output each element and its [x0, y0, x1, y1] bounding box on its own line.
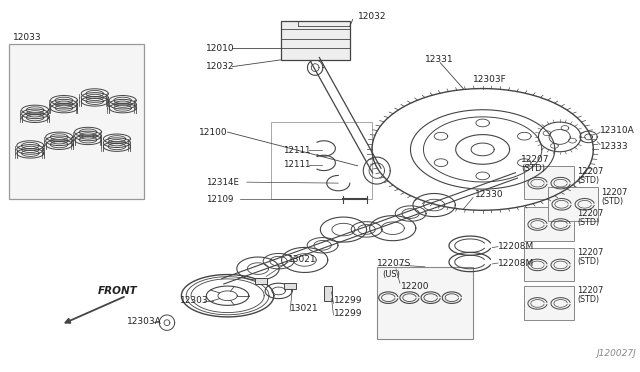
Text: FRONT: FRONT	[98, 286, 138, 296]
Text: (STD): (STD)	[601, 197, 623, 206]
Text: 12111: 12111	[284, 146, 311, 155]
Text: 12330: 12330	[475, 190, 504, 199]
Text: 12208M: 12208M	[498, 259, 534, 267]
Text: 12207: 12207	[601, 188, 627, 197]
Text: 12207S: 12207S	[377, 259, 411, 269]
Text: 12208M: 12208M	[498, 242, 534, 251]
Text: 13021: 13021	[288, 255, 317, 264]
Text: 12299: 12299	[333, 296, 362, 305]
Text: 13021: 13021	[290, 304, 319, 313]
Text: 12033: 12033	[13, 33, 42, 42]
Text: 12207: 12207	[521, 154, 550, 164]
Text: J120027J: J120027J	[596, 349, 636, 358]
Bar	[280, 22, 350, 60]
Text: 12303: 12303	[179, 296, 208, 305]
Bar	[524, 166, 574, 199]
Bar	[271, 122, 372, 199]
Bar	[377, 267, 473, 339]
Bar	[255, 278, 267, 284]
Text: 12303A: 12303A	[127, 317, 161, 326]
Text: (STD): (STD)	[521, 164, 545, 173]
Text: 12310A: 12310A	[600, 126, 635, 135]
Text: 12331: 12331	[425, 55, 454, 64]
Polygon shape	[308, 34, 322, 47]
Text: 12207: 12207	[577, 167, 604, 176]
Text: 12207: 12207	[577, 286, 604, 295]
Text: 12207: 12207	[577, 248, 604, 257]
Text: (STD): (STD)	[577, 176, 599, 185]
Bar	[524, 207, 574, 241]
Text: 12333: 12333	[600, 142, 628, 151]
Text: (STD): (STD)	[577, 218, 599, 227]
Text: 12032: 12032	[358, 12, 386, 21]
Text: 12207: 12207	[577, 209, 604, 218]
Text: 12010: 12010	[207, 44, 235, 53]
Bar	[524, 286, 574, 320]
Bar	[524, 248, 574, 281]
Bar	[548, 187, 598, 221]
Text: 12314E: 12314E	[207, 178, 239, 187]
Text: 12303F: 12303F	[473, 75, 507, 84]
Text: 12299: 12299	[333, 308, 362, 318]
Text: 12111: 12111	[284, 160, 311, 169]
Text: 12032: 12032	[207, 62, 235, 71]
Text: (STD): (STD)	[577, 295, 599, 304]
Text: 12109: 12109	[207, 195, 234, 204]
Bar	[9, 44, 144, 199]
Text: (US): (US)	[383, 270, 401, 279]
Text: 12200: 12200	[401, 282, 429, 291]
Text: 12100: 12100	[198, 128, 227, 137]
Bar	[284, 283, 296, 289]
Text: (STD): (STD)	[577, 257, 599, 266]
Bar	[324, 286, 332, 301]
